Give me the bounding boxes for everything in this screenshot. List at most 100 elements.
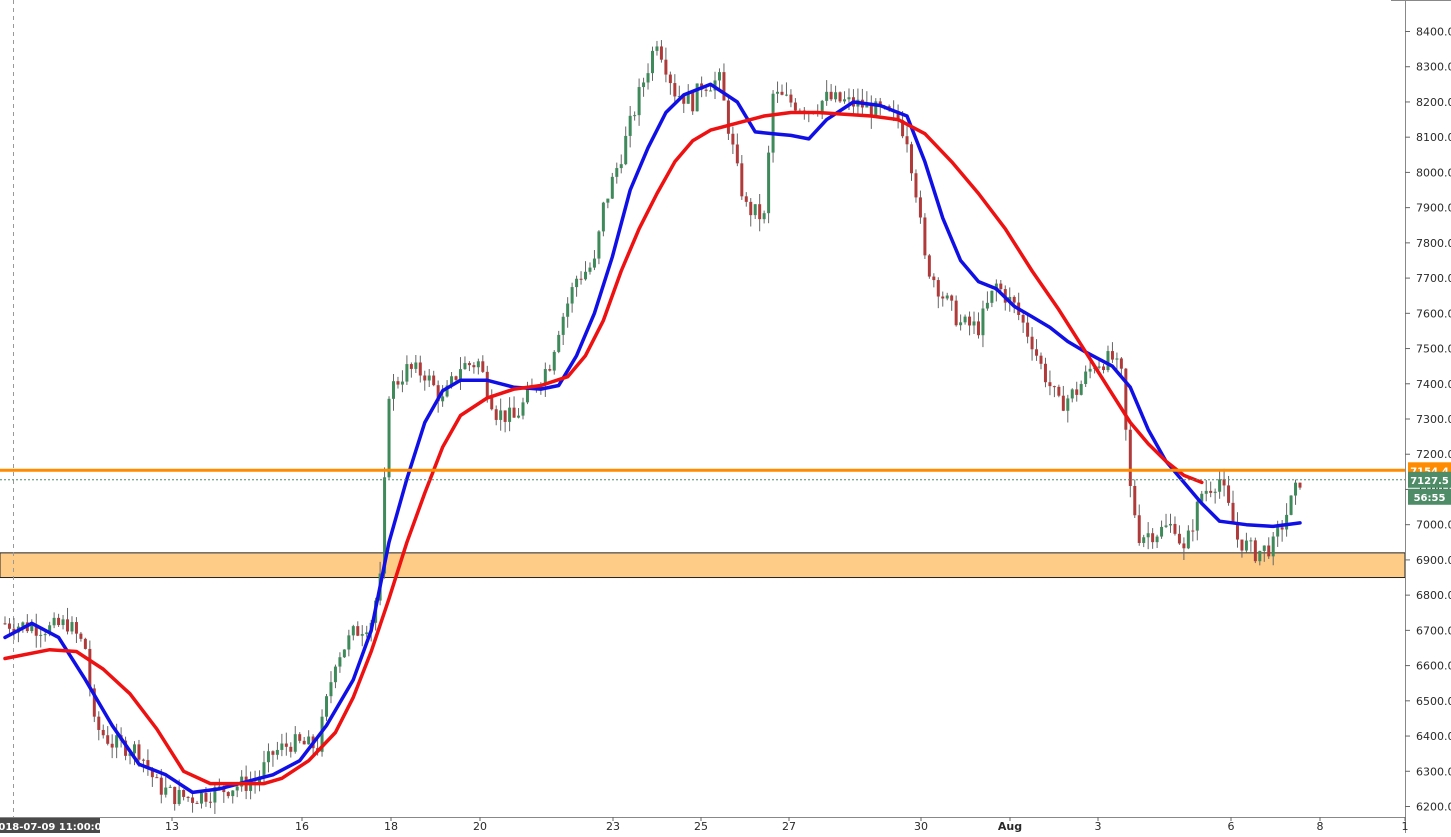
candle-body bbox=[235, 786, 239, 791]
candle-body bbox=[905, 136, 909, 145]
candle-body bbox=[325, 696, 329, 717]
candle-body bbox=[280, 743, 284, 750]
candle-body bbox=[1106, 351, 1110, 371]
x-tick-label: 23 bbox=[606, 820, 620, 833]
candle-body bbox=[1276, 527, 1280, 537]
candle-body bbox=[499, 410, 503, 420]
candle-body bbox=[869, 103, 873, 117]
candle-body bbox=[691, 92, 695, 112]
candle-body bbox=[512, 407, 516, 418]
candle-body bbox=[664, 59, 668, 75]
y-axis[interactable]: 6200.0 6300.0 6400.0 6500.0 6600.0 6700.0 6800… bbox=[1391, 0, 1451, 833]
y-tick-label: 8400.0 bbox=[1416, 26, 1451, 39]
candle-body bbox=[79, 633, 83, 639]
y-tick-label: 6700.0 bbox=[1416, 624, 1451, 637]
x-tick-label: 1 bbox=[1402, 820, 1409, 833]
candle-body bbox=[1048, 382, 1052, 387]
candle-body bbox=[735, 144, 739, 164]
candle-body bbox=[784, 94, 788, 96]
candle-body bbox=[1289, 495, 1293, 515]
candle-countdown-badge-text: 56:55 bbox=[1414, 493, 1446, 504]
candle-body bbox=[570, 287, 574, 304]
x-tick-label: 13 bbox=[165, 820, 179, 833]
candle-body bbox=[1298, 482, 1302, 488]
candle-body bbox=[606, 198, 610, 203]
candle-body bbox=[365, 632, 369, 635]
candle-body bbox=[896, 111, 900, 121]
candle-body bbox=[217, 786, 221, 788]
candle-body bbox=[825, 91, 829, 101]
candle-body bbox=[740, 163, 744, 197]
candle-body bbox=[999, 283, 1003, 290]
y-tick-label: 6600.0 bbox=[1416, 660, 1451, 673]
y-tick-label: 8100.0 bbox=[1416, 131, 1451, 144]
candle-body bbox=[271, 751, 275, 755]
candle-body bbox=[133, 744, 136, 754]
candle-body bbox=[847, 97, 851, 100]
moving-averages-group bbox=[3, 82, 1302, 795]
candle-body bbox=[749, 201, 753, 216]
candle-body bbox=[1231, 502, 1235, 524]
candle-body bbox=[1142, 537, 1146, 543]
candle-body bbox=[213, 787, 217, 803]
candle-body bbox=[1235, 523, 1239, 540]
candle-body bbox=[3, 623, 7, 625]
candle-body bbox=[293, 734, 297, 752]
candle-body bbox=[1026, 322, 1030, 337]
candle-body bbox=[30, 625, 34, 632]
candle-body bbox=[137, 744, 141, 760]
candle-body bbox=[990, 290, 994, 303]
candle-body bbox=[1173, 523, 1177, 534]
candle-body bbox=[12, 628, 16, 633]
candle-body bbox=[195, 802, 199, 804]
candle-body bbox=[1177, 533, 1181, 544]
candle-body bbox=[1137, 515, 1141, 543]
x-tick-label: 3 bbox=[1095, 820, 1102, 833]
candle-body bbox=[414, 362, 418, 369]
candle-body bbox=[159, 777, 163, 795]
candle-body bbox=[61, 619, 65, 626]
candle-body bbox=[405, 364, 409, 382]
candle-body bbox=[767, 152, 771, 214]
candle-body bbox=[628, 115, 632, 136]
candle-body bbox=[458, 369, 462, 380]
y-tick-label: 6400.0 bbox=[1416, 730, 1451, 743]
candle-body bbox=[968, 316, 972, 326]
candle-body bbox=[722, 72, 726, 101]
last-price-badge-bg bbox=[1408, 471, 1451, 488]
candle-body bbox=[1052, 386, 1056, 388]
candle-body bbox=[731, 133, 735, 145]
candle-body bbox=[400, 381, 404, 385]
candle-body bbox=[771, 93, 775, 153]
candle-body bbox=[624, 135, 628, 165]
candle-body bbox=[1253, 540, 1257, 562]
start-date-label: 2018-07-09 11:00:00 bbox=[0, 822, 109, 833]
candle-body bbox=[910, 144, 913, 174]
candle-body bbox=[1244, 540, 1248, 551]
candle-body bbox=[923, 217, 927, 256]
candle-body bbox=[231, 790, 235, 797]
candle-body bbox=[610, 176, 614, 199]
candle-body bbox=[432, 375, 436, 386]
horizontal-levels-group bbox=[0, 468, 1405, 481]
candle-body bbox=[1133, 485, 1137, 516]
candle-body bbox=[356, 626, 360, 636]
candle-body bbox=[338, 657, 342, 667]
candle-body bbox=[1061, 395, 1065, 411]
candle-body bbox=[1155, 536, 1159, 543]
candle-body bbox=[106, 735, 110, 744]
candle-body bbox=[1160, 526, 1164, 537]
candle-body bbox=[597, 231, 601, 259]
x-tick-label: 16 bbox=[295, 820, 309, 833]
candle-body bbox=[1151, 533, 1155, 543]
candle-body bbox=[490, 396, 494, 410]
candle-body bbox=[695, 83, 699, 112]
candle-body bbox=[918, 197, 922, 218]
candle-body bbox=[789, 94, 793, 103]
candle-body bbox=[57, 617, 61, 626]
x-axis[interactable]: 13 16 18 20 23 25 27 30 Aug 3 6 8 1 2018-07-09 11:00:… bbox=[0, 817, 1409, 833]
support-zone bbox=[0, 552, 1406, 579]
candle-body bbox=[48, 625, 52, 635]
